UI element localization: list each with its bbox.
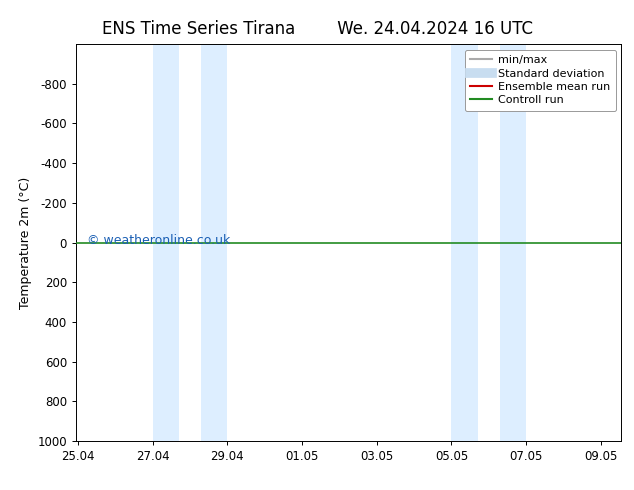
Bar: [451, 44, 477, 441]
Bar: [201, 44, 228, 441]
Bar: [500, 44, 526, 441]
Y-axis label: Temperature 2m (°C): Temperature 2m (°C): [19, 176, 32, 309]
Legend: min/max, Standard deviation, Ensemble mean run, Controll run: min/max, Standard deviation, Ensemble me…: [465, 49, 616, 111]
Bar: [153, 44, 179, 441]
Text: © weatheronline.co.uk: © weatheronline.co.uk: [87, 234, 230, 247]
Text: ENS Time Series Tirana        We. 24.04.2024 16 UTC: ENS Time Series Tirana We. 24.04.2024 16…: [101, 20, 533, 38]
